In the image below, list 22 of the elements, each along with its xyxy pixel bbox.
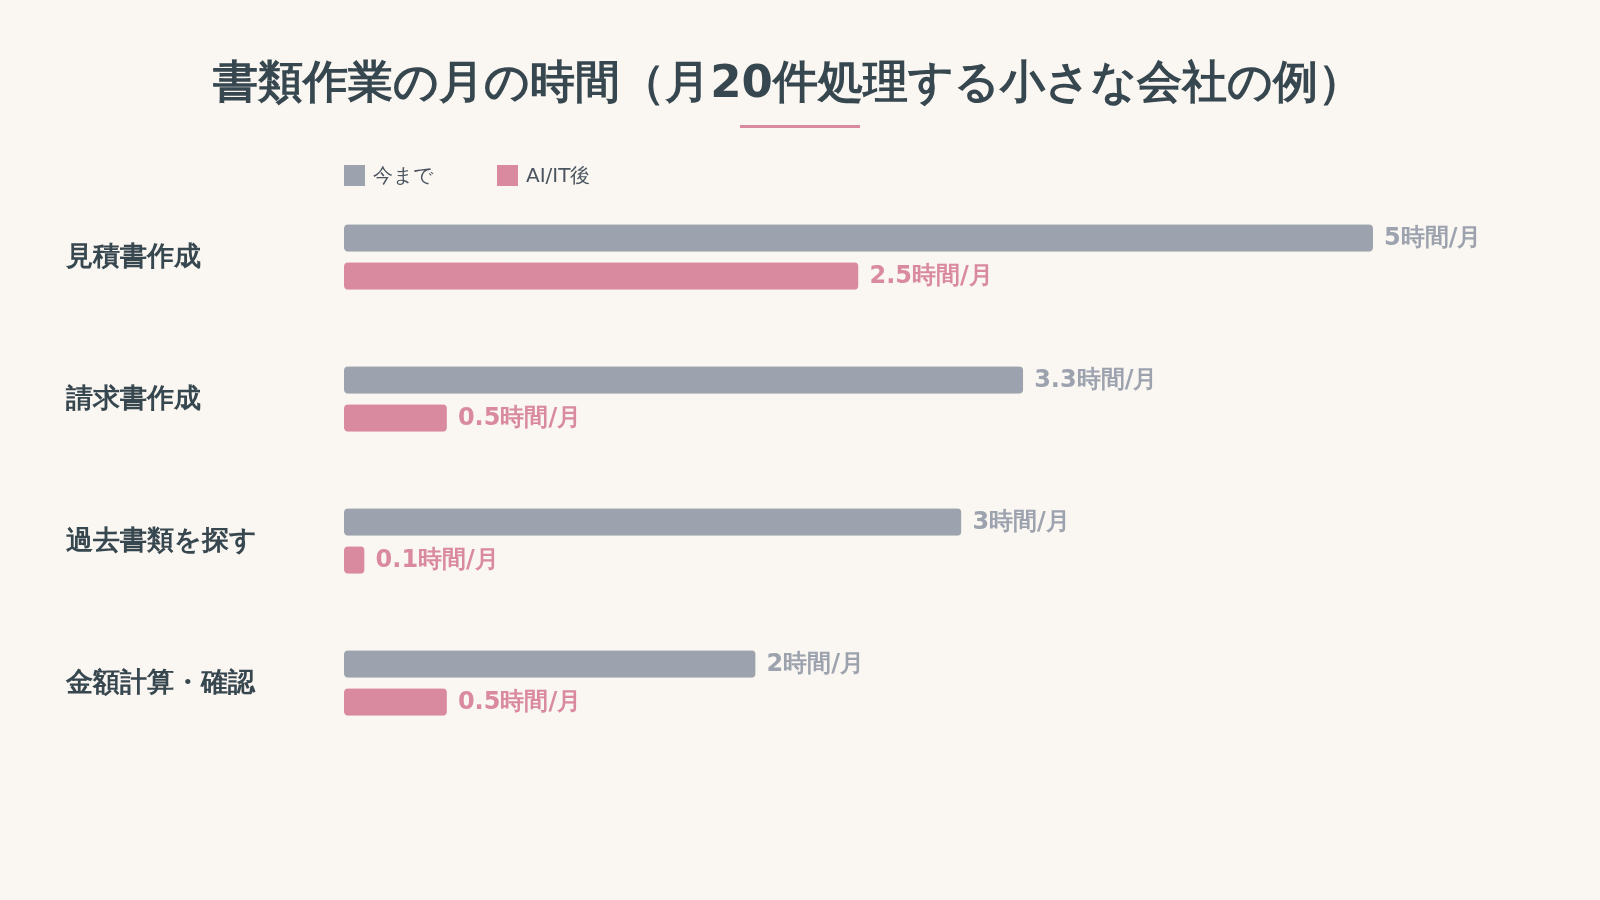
bar xyxy=(344,262,859,290)
legend-label: AI/IT後 xyxy=(526,162,591,187)
data-label: 5時間/月 xyxy=(1384,222,1482,251)
y-tick-label: 過去書類を探す xyxy=(65,524,257,555)
bar xyxy=(344,508,962,536)
y-tick-label: 金額計算・確認 xyxy=(64,666,256,697)
y-tick-label: 見積書作成 xyxy=(64,240,201,271)
data-label: 0.1時間/月 xyxy=(375,545,499,574)
data-label: 3時間/月 xyxy=(972,506,1070,535)
data-label: 0.5時間/月 xyxy=(457,403,582,432)
bar xyxy=(344,650,756,678)
bar xyxy=(344,224,1373,252)
data-label: 0.5時間/月 xyxy=(457,687,582,716)
data-label: 2時間/月 xyxy=(766,648,865,677)
data-label: 3.3時間/月 xyxy=(1034,364,1158,393)
bar xyxy=(344,366,1024,394)
chart-title: 書類作業の月の時間（月20件処理する小さな会社の例） xyxy=(213,55,1363,108)
data-label: 2.5時間/月 xyxy=(869,261,993,290)
bar xyxy=(344,688,447,716)
legend-label: 今まで xyxy=(373,162,434,187)
y-tick-label: 請求書作成 xyxy=(64,382,201,413)
bar xyxy=(344,404,447,432)
